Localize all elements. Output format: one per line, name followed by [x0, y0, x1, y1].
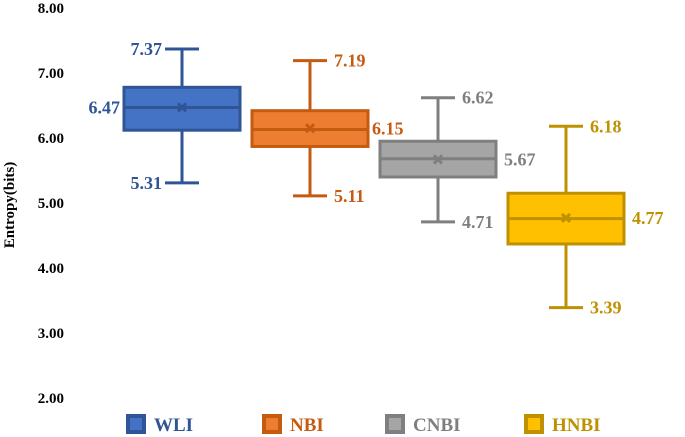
data-label-min: 4.71: [462, 212, 494, 232]
box-cnbi: 6.62 5.67 4.71: [378, 88, 536, 232]
y-tick-label: 4.00: [38, 261, 64, 277]
y-tick-label: 6.00: [38, 131, 64, 147]
legend-item-nbi: NBI: [262, 414, 324, 436]
data-label-min: 5.11: [334, 186, 365, 206]
data-label-mean: 6.15: [372, 118, 404, 138]
data-label-max: 6.18: [590, 116, 622, 136]
legend-swatch-inner: [528, 418, 540, 430]
data-label-mean: 5.67: [504, 149, 536, 169]
legend: WLI NBI CNBI HNBI: [126, 414, 601, 436]
y-tick-label: 8.00: [38, 1, 64, 17]
boxes: 7.37 6.47 5.31 7.19 6.15 5.11 6.62 5.67 4.71 6.18…: [89, 39, 664, 318]
legend-label: WLI: [154, 415, 193, 436]
mean-marker: [432, 154, 444, 165]
legend-item-cnbi: CNBI: [385, 414, 461, 436]
legend-swatch-inner: [130, 418, 142, 430]
data-label-max: 7.37: [131, 39, 163, 59]
box-hnbi: 6.18 4.77 3.39: [506, 116, 664, 318]
data-label-max: 7.19: [334, 51, 366, 71]
y-tick-label: 5.00: [38, 196, 64, 212]
y-tick-label: 3.00: [38, 326, 64, 342]
y-axis: 2.00 3.00 4.00 5.00 6.00 7.00 8.00: [38, 1, 64, 407]
legend-label: NBI: [290, 415, 324, 436]
legend-swatch-inner: [389, 418, 401, 430]
mean-marker: [304, 123, 316, 134]
data-label-max: 6.62: [462, 88, 494, 108]
data-label-mean: 6.47: [89, 97, 121, 117]
mean-marker: [176, 102, 188, 113]
y-axis-label: Entropy(bits): [2, 162, 18, 248]
data-label-mean: 4.77: [632, 208, 664, 228]
legend-swatch-inner: [266, 418, 278, 430]
legend-label: CNBI: [413, 415, 461, 436]
box-nbi: 7.19 6.15 5.11: [250, 51, 404, 206]
legend-item-wli: WLI: [126, 414, 193, 436]
legend-label: HNBI: [552, 415, 601, 436]
y-tick-label: 7.00: [38, 66, 64, 82]
data-label-min: 3.39: [590, 298, 622, 318]
box-wli: 7.37 6.47 5.31: [89, 39, 242, 193]
data-label-min: 5.31: [131, 173, 163, 193]
legend-item-hnbi: HNBI: [524, 414, 601, 436]
mean-marker: [560, 212, 572, 224]
y-tick-label: 2.00: [38, 391, 64, 407]
